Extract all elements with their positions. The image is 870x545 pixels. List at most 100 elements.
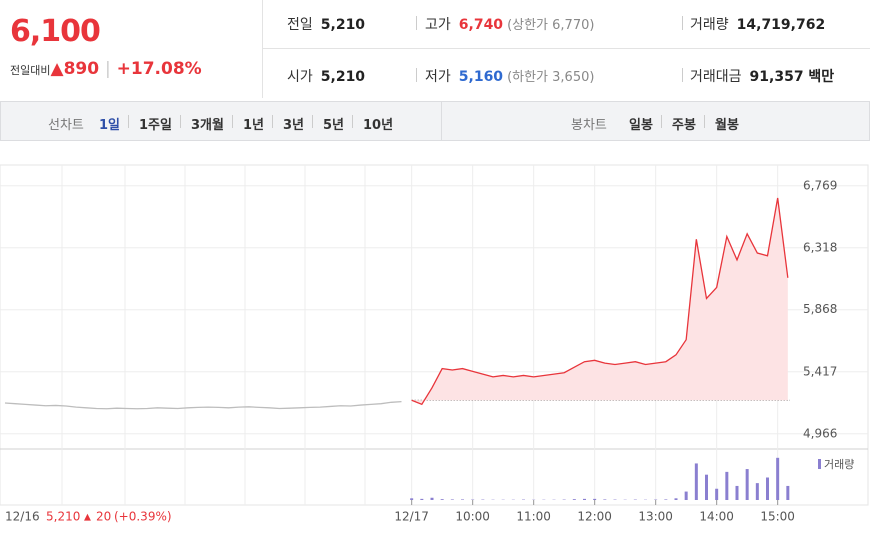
header: 6,100 전일대비▲890 | +17.08% 전일 5,210 고가 6,740… <box>0 0 870 100</box>
volume-bar <box>461 499 464 500</box>
divider <box>682 16 683 30</box>
divider <box>416 16 417 30</box>
change-value: 890 <box>63 59 100 79</box>
plot-frame <box>0 164 869 506</box>
footer-change: 20 <box>96 510 111 524</box>
volume-bar <box>786 485 790 500</box>
divider <box>272 115 273 128</box>
info-sub: (하한가 3,650) <box>507 70 595 85</box>
volume-bar <box>420 498 424 500</box>
x-tick-label: 15:00 <box>760 510 795 524</box>
volume-bar <box>572 499 576 500</box>
x-tick-label: 14:00 <box>699 510 734 524</box>
volume-bar <box>410 498 414 500</box>
volume-bar <box>694 463 698 500</box>
volume-bar <box>450 499 454 500</box>
area <box>411 198 788 405</box>
divider <box>416 68 417 82</box>
info-sub: (상한가 6,770) <box>507 18 595 33</box>
info-value: 6,740 <box>458 17 504 33</box>
volume-bar <box>705 474 708 500</box>
up-icon: ▲ <box>50 59 64 79</box>
info-label: 거래대금 <box>690 69 742 85</box>
price-line <box>411 197 789 406</box>
volume-bar <box>766 477 769 500</box>
divider: | <box>104 59 111 79</box>
row-divider <box>262 48 870 49</box>
divider <box>441 102 442 140</box>
current-price: 6,100 <box>10 14 101 49</box>
period-tab[interactable]: 3년 <box>283 118 305 133</box>
volume-bar <box>684 491 688 500</box>
volume-bar <box>593 498 597 500</box>
change-label: 전일대비 <box>10 64 51 77</box>
tab-group-label: 선차트 <box>48 118 84 133</box>
footer-price: 5,210 <box>46 510 80 524</box>
volume-bar <box>776 457 780 500</box>
info-label: 시가 <box>287 69 313 85</box>
tab-bar: 선차트 1일 1주일 3개월 1년 3년 5년 10년 봉차트 일봉 주봉 월봉 <box>0 101 870 141</box>
candle-tab[interactable]: 월봉 <box>715 118 739 133</box>
volume-bar <box>440 499 444 500</box>
divider <box>180 115 181 128</box>
period-tab[interactable]: 1일 <box>99 118 121 133</box>
y-tick-label: 6,769 <box>803 178 837 192</box>
period-tab[interactable]: 5년 <box>323 118 345 133</box>
info-cell: 시가 5,210 <box>287 66 365 86</box>
change-rate: +17.08% <box>116 59 202 79</box>
divider <box>128 115 129 128</box>
y-tick-label: 6,318 <box>803 240 837 254</box>
tab-group-label: 봉차트 <box>571 118 607 133</box>
x-tick-label: 13:00 <box>638 510 673 524</box>
volume-bar <box>664 499 668 500</box>
divider <box>312 115 313 128</box>
volume-bar <box>755 483 759 500</box>
legend-label: 거래량 <box>824 458 854 471</box>
y-tick-label: 5,417 <box>803 364 837 378</box>
x-tick-label: 12:00 <box>577 510 612 524</box>
x-tick-label: 12/17 <box>394 510 429 524</box>
info-label: 전일 <box>287 17 313 33</box>
chart: 6,769 6,318 5,868 5,417 4,966 12/17 10:00 11:00… <box>0 164 869 524</box>
volume-bar <box>583 498 586 500</box>
info-value: 91,357 백만 <box>749 69 835 85</box>
info-label: 고가 <box>425 17 451 33</box>
period-tab[interactable]: 1주일 <box>139 118 172 133</box>
candle-tab[interactable]: 주봉 <box>672 118 696 133</box>
info-cell: 거래량 14,719,762 <box>690 14 825 34</box>
period-tab[interactable]: 1년 <box>243 118 265 133</box>
volume-bar <box>674 498 678 500</box>
divider <box>682 68 683 82</box>
divider <box>352 115 353 128</box>
footer-date: 12/16 <box>5 510 40 524</box>
info-value: 14,719,762 <box>736 17 826 33</box>
info-label: 저가 <box>425 69 451 85</box>
volume-bar <box>725 471 729 500</box>
volume-bar <box>603 499 607 500</box>
period-tab[interactable]: 3개월 <box>191 118 224 133</box>
x-tick-label: 11:00 <box>516 510 551 524</box>
y-tick-label: 4,966 <box>803 426 837 440</box>
divider <box>661 115 662 128</box>
volume-bar <box>745 469 749 500</box>
divider <box>232 115 233 128</box>
info-value: 5,160 <box>458 69 504 85</box>
info-value: 5,210 <box>320 69 366 85</box>
info-value: 5,210 <box>320 17 366 33</box>
up-icon: ▲ <box>84 513 91 523</box>
legend-swatch <box>818 459 821 469</box>
x-tick-label: 10:00 <box>455 510 490 524</box>
info-cell: 고가 6,740 (상한가 6,770) <box>425 14 594 34</box>
info-label: 거래량 <box>690 17 729 33</box>
volume-bar <box>430 497 434 500</box>
change: 전일대비▲890 | +17.08% <box>10 59 202 79</box>
info-cell: 저가 5,160 (하한가 3,650) <box>425 66 594 86</box>
info-cell: 전일 5,210 <box>287 14 365 34</box>
volume-bar <box>715 488 719 500</box>
period-tab[interactable]: 10년 <box>363 118 394 133</box>
candle-tab[interactable]: 일봉 <box>629 118 653 133</box>
price-line <box>4 400 402 410</box>
y-tick-label: 5,868 <box>803 302 837 316</box>
divider <box>704 115 705 128</box>
